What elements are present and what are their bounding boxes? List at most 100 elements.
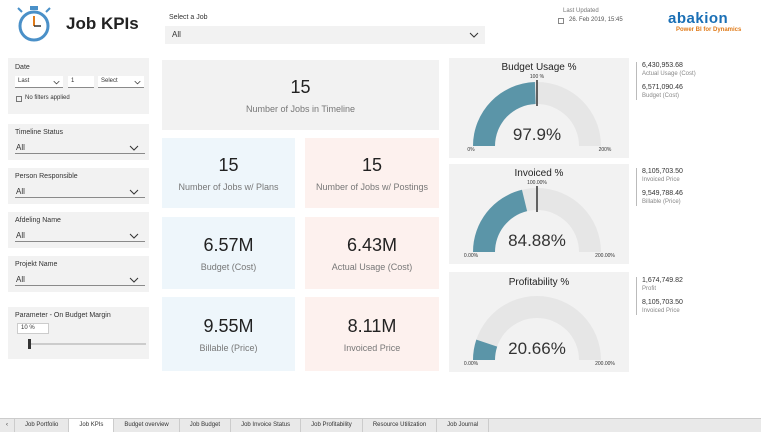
gauge-background-arc (473, 296, 601, 360)
gauge-value-text: 84.88% (508, 231, 566, 250)
afdeling-name-panel: Afdeling Name All (8, 212, 149, 248)
detail-value: 6,571,090.46 (642, 84, 683, 91)
date-unit-dropdown[interactable]: Select (98, 76, 144, 88)
gauge-chart: 20.66% 0.00% 200.00% (464, 296, 615, 367)
tab-job-kpis[interactable]: Job KPIs (69, 419, 115, 432)
parameter-slider-track[interactable] (28, 343, 146, 345)
date-period-dropdown[interactable]: Last (15, 76, 63, 88)
gauge-max-label: 200.00% (595, 361, 615, 367)
detail-value: 8,105,703.50 (642, 299, 683, 306)
kpi-actual-usage: 6.43M Actual Usage (Cost) (305, 217, 439, 289)
gauge-min-label: 0.00% (464, 361, 479, 367)
kpi-caption: Billable (Price) (199, 342, 258, 353)
tab-budget-overview[interactable]: Budget overview (114, 419, 180, 432)
kpi-value: 9.55M (203, 315, 254, 336)
parameter-panel: Parameter - On Budget Margin 10 % (8, 307, 149, 359)
timeline-status-dropdown[interactable]: All (15, 141, 145, 154)
detail-value: 9,549,788.46 (642, 190, 683, 197)
gauge-target-label: 100.00% (527, 180, 547, 186)
kpi-value: 15 (218, 154, 239, 175)
person-responsible-value: All (16, 187, 25, 196)
timeline-status-label: Timeline Status (15, 129, 63, 136)
tab-job-budget[interactable]: Job Budget (180, 419, 232, 432)
gauge-min-label: 0.00% (464, 253, 479, 259)
parameter-slider-handle[interactable] (28, 339, 31, 349)
gauge-profitability-details: 1,674,749.82 Profit 8,105,703.50 Invoice… (636, 277, 683, 315)
brand-logo: abakion Power BI for Dynamics (668, 10, 748, 40)
gauge-budget-usage-details: 6,430,953.68 Actual Usage (Cost) 6,571,0… (636, 62, 696, 100)
kpi-budget-cost: 6.57M Budget (Cost) (162, 217, 295, 289)
date-filter-label: Date (15, 64, 30, 71)
kpi-caption: Actual Usage (Cost) (331, 261, 413, 272)
gauge-profitability: Profitability % 20.66% 0.00% 200.00% (449, 272, 629, 372)
gauge-max-label: 200% (599, 147, 612, 153)
parameter-input[interactable]: 10 % (17, 323, 49, 334)
tab-job-invoice-status[interactable]: Job Invoice Status (231, 419, 302, 432)
kpi-caption: Number of Jobs w/ Postings (315, 181, 429, 192)
gauge-value-arc (473, 82, 536, 146)
brand-name: abakion (668, 10, 729, 27)
detail-value: 8,105,703.50 (642, 168, 683, 175)
date-count-value: 1 (71, 78, 75, 84)
last-updated-label: Last Updated (563, 8, 599, 14)
stopwatch-icon (14, 6, 54, 42)
brand-tagline: Power BI for Dynamics (676, 27, 742, 33)
chevron-down-icon (129, 189, 139, 195)
gauge-min-label: 0% (467, 147, 475, 153)
detail-label: Invoiced Price (642, 177, 680, 183)
kpi-invoiced: 8.11M Invoiced Price (305, 297, 439, 371)
select-job-value: All (172, 30, 181, 39)
detail-value: 1,674,749.82 (642, 277, 683, 284)
no-filters-text: No filters applied (25, 95, 70, 101)
projekt-name-panel: Projekt Name All (8, 256, 149, 292)
date-count-input[interactable]: 1 (68, 76, 94, 88)
gauge-title: Profitability % (508, 277, 570, 288)
kpi-value: 15 (361, 154, 383, 175)
detail-label: Actual Usage (Cost) (642, 71, 696, 77)
kpi-value: 8.11M (347, 315, 397, 336)
detail-label: Budget (Cost) (642, 93, 680, 99)
tab-job-journal[interactable]: Job Journal (437, 419, 490, 432)
chevron-down-icon (129, 233, 139, 239)
person-responsible-dropdown[interactable]: All (15, 185, 145, 198)
gauge-title: Budget Usage % (501, 62, 577, 73)
gauge-value-text: 97.9% (513, 125, 561, 144)
detail-label: Invoiced Price (642, 308, 680, 314)
kpi-caption: Number of Jobs in Timeline (245, 103, 356, 114)
tab-scroll-left[interactable]: ‹ (0, 419, 15, 432)
kpi-caption: Number of Jobs w/ Plans (178, 181, 279, 192)
kpi-billable: 9.55M Billable (Price) (162, 297, 295, 371)
tab-job-portfolio[interactable]: Job Portfolio (15, 419, 70, 432)
chevron-down-icon (129, 277, 139, 283)
tab-job-profitability[interactable]: Job Profitability (301, 419, 363, 432)
chevron-down-icon (129, 145, 139, 151)
projekt-name-dropdown[interactable]: All (15, 273, 145, 286)
chevron-down-icon (134, 80, 141, 85)
last-updated-value: 26. Feb 2019, 15:45 (569, 17, 623, 23)
gauge-budget-usage: Budget Usage % 100 % 97.9% 0% 200% (449, 58, 629, 158)
gauge-chart: 100 % 97.9% 0% 200% (467, 74, 612, 153)
tab-resource-utilization[interactable]: Resource Utilization (363, 419, 438, 432)
date-filter-panel: Date Last 1 Select No filters applied (8, 58, 149, 114)
gauge-value-text: 20.66% (508, 339, 566, 358)
detail-value: 6,430,953.68 (642, 62, 683, 69)
timeline-status-value: All (16, 143, 25, 152)
gauge-target-label: 100 % (530, 74, 545, 80)
gauge-invoiced: Invoiced % 100.00% 84.88% 0.00% 200.00% (449, 164, 629, 264)
select-job-dropdown[interactable]: All (165, 26, 485, 44)
detail-label: Billable (Price) (642, 199, 681, 205)
projekt-name-label: Projekt Name (15, 261, 58, 268)
select-job-label: Select a Job (169, 14, 208, 21)
person-responsible-label: Person Responsible (15, 173, 78, 180)
gauge-value-arc (473, 189, 528, 252)
parameter-value: 10 % (21, 325, 35, 331)
afdeling-name-value: All (16, 231, 25, 240)
afdeling-name-dropdown[interactable]: All (15, 229, 145, 242)
kpi-value: 6.57M (203, 234, 254, 255)
date-period-value: Last (18, 78, 30, 84)
gauge-title: Invoiced % (514, 168, 564, 179)
chevron-down-icon (469, 32, 479, 38)
calendar-icon (16, 96, 22, 102)
projekt-name-value: All (16, 275, 25, 284)
kpi-value: 15 (290, 76, 311, 97)
